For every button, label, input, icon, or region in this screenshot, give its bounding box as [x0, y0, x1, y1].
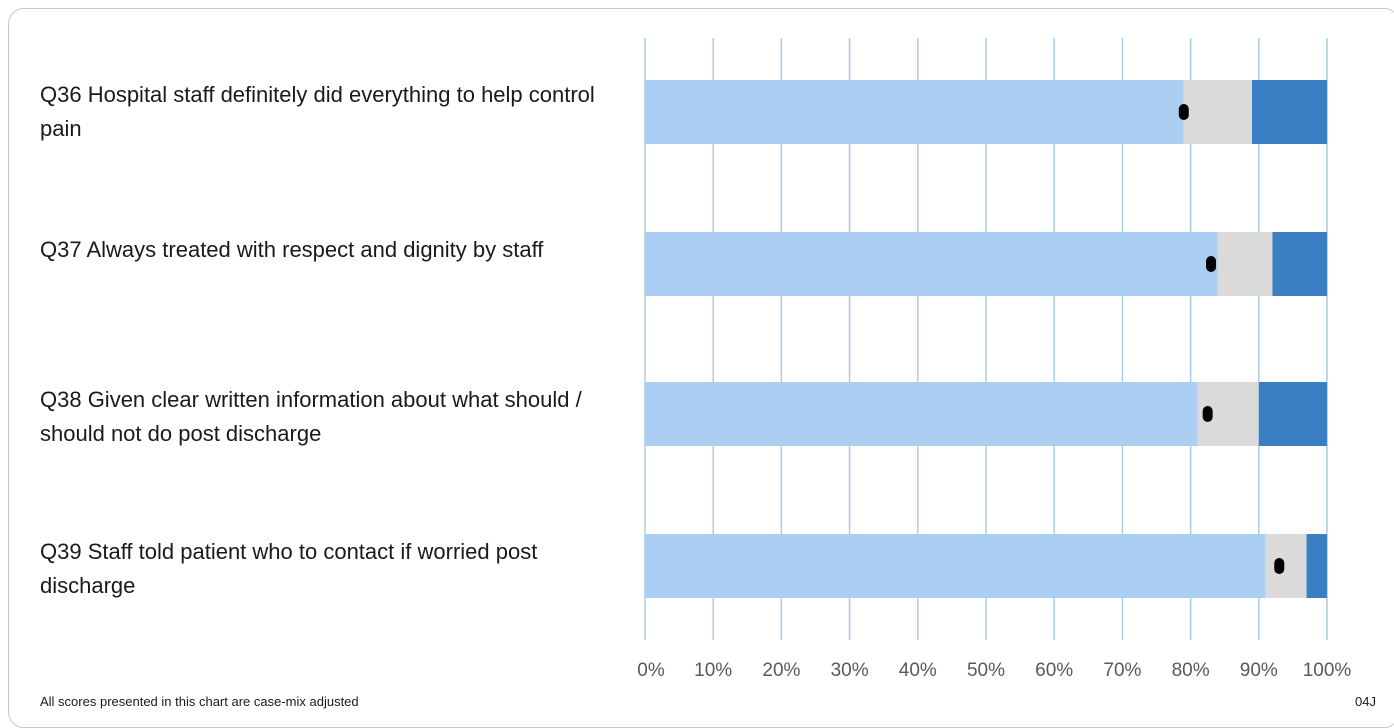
- bar-segment-3: [1306, 534, 1327, 598]
- question-label-q37: Q37 Always treated with respect and dign…: [40, 237, 544, 262]
- footnote: All scores presented in this chart are c…: [40, 694, 359, 709]
- question-label-q36: Q36 Hospital staff definitely did everyt…: [40, 82, 595, 141]
- bar-segment-2: [1183, 80, 1252, 144]
- score-marker: [1178, 104, 1189, 120]
- x-tick-label: 30%: [831, 660, 869, 681]
- x-tick-label: 80%: [1172, 660, 1210, 681]
- bar-segment-3: [1251, 80, 1327, 144]
- bar-segment-3: [1258, 382, 1327, 446]
- score-marker: [1274, 558, 1285, 574]
- x-tick-label: 10%: [694, 660, 732, 681]
- x-tick-label: 0%: [637, 660, 665, 681]
- bar-segment-1: [645, 80, 1184, 144]
- x-tick-label: 40%: [899, 660, 937, 681]
- bar-segment-1: [645, 232, 1218, 296]
- bar-segment-1: [645, 382, 1198, 446]
- x-tick-label: 100%: [1303, 660, 1352, 681]
- stacked-bar-chart: 0% 10% 20% 30% 40% 50% 60% 70% 80% 90% 100%: [637, 38, 1352, 681]
- x-tick-label: 60%: [1035, 660, 1073, 681]
- score-marker: [1206, 256, 1217, 272]
- chart-code: 04J: [1355, 694, 1376, 709]
- bar-segment-1: [645, 534, 1266, 598]
- x-tick-label: 50%: [967, 660, 1005, 681]
- bar-segment-2: [1265, 534, 1307, 598]
- score-marker: [1202, 406, 1213, 422]
- bar-segment-2: [1217, 232, 1273, 296]
- question-label-q39: Q39 Staff told patient who to contact if…: [40, 539, 538, 598]
- bar-segment-3: [1272, 232, 1327, 296]
- x-tick-label: 90%: [1240, 660, 1278, 681]
- x-tick-label: 20%: [762, 660, 800, 681]
- question-label-q38: Q38 Given clear written information abou…: [40, 387, 582, 446]
- x-tick-label: 70%: [1103, 660, 1141, 681]
